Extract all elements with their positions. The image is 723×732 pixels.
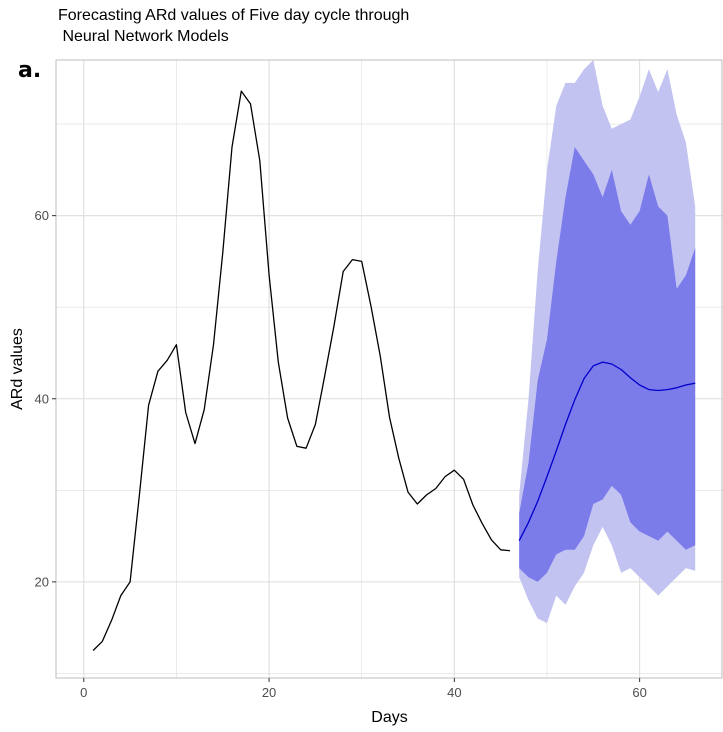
interval-band-80	[519, 147, 696, 582]
y-tick-label-0: 20	[35, 574, 49, 589]
y-tick-label-2: 60	[35, 208, 49, 223]
x-tick-label-3: 60	[632, 685, 646, 700]
series-lines	[92, 90, 696, 651]
x-tick-label-2: 40	[447, 685, 461, 700]
chart-title-line-1: Forecasting ARd values of Five day cycle…	[58, 7, 410, 24]
chart-title-line-2: Neural Network Models	[58, 28, 229, 45]
observed-series-line	[92, 90, 510, 651]
panel-border	[55, 59, 723, 679]
panel-label: a.	[18, 58, 42, 83]
x-tick-label-0: 0	[80, 685, 87, 700]
x-axis-title: Days	[371, 709, 407, 726]
y-axis-title: ARd values	[9, 328, 26, 410]
y-tick-label-1: 40	[35, 391, 49, 406]
x-tick-label-1: 20	[262, 685, 276, 700]
prediction-interval-bands	[519, 60, 696, 624]
forecast-mean-line	[518, 361, 696, 541]
tick-labels: 0 20 40 60 20 40 60	[35, 208, 647, 700]
